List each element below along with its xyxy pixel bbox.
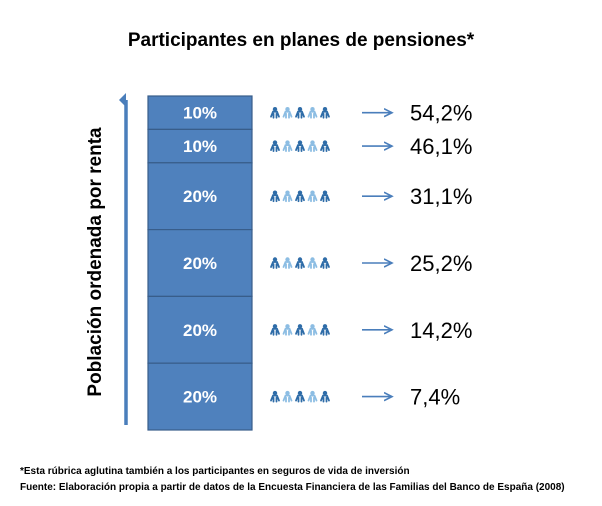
- people-icon: [270, 390, 330, 403]
- people-icon: [270, 107, 330, 119]
- people-icon: [270, 257, 330, 269]
- participation-value: 14,2%: [410, 318, 472, 343]
- participation-value: 25,2%: [410, 251, 472, 276]
- people-icon: [270, 140, 330, 152]
- segment-bar: [147, 95, 253, 131]
- participation-value: 31,1%: [410, 184, 472, 209]
- footnote-source: Fuente: Elaboración propia a partir de d…: [20, 482, 565, 493]
- segment-bar: [147, 362, 253, 431]
- segment-label: 20%: [183, 388, 217, 407]
- participation-value: 7,4%: [410, 385, 460, 410]
- segment-bar: [147, 128, 253, 164]
- segment-bar: [147, 295, 253, 364]
- segment-label: 10%: [183, 137, 217, 156]
- people-icon: [270, 190, 330, 203]
- segment-label: 20%: [183, 187, 217, 206]
- segment-label: 20%: [183, 254, 217, 273]
- participation-value: 54,2%: [410, 101, 472, 126]
- footnote-note: *Esta rúbrica aglutina también a los par…: [20, 466, 410, 477]
- participation-value: 46,1%: [410, 134, 472, 159]
- chart-title: Participantes en planes de pensiones*: [127, 30, 475, 51]
- segment-label: 20%: [183, 321, 217, 340]
- segment-label: 10%: [183, 104, 217, 123]
- people-icon: [270, 324, 330, 336]
